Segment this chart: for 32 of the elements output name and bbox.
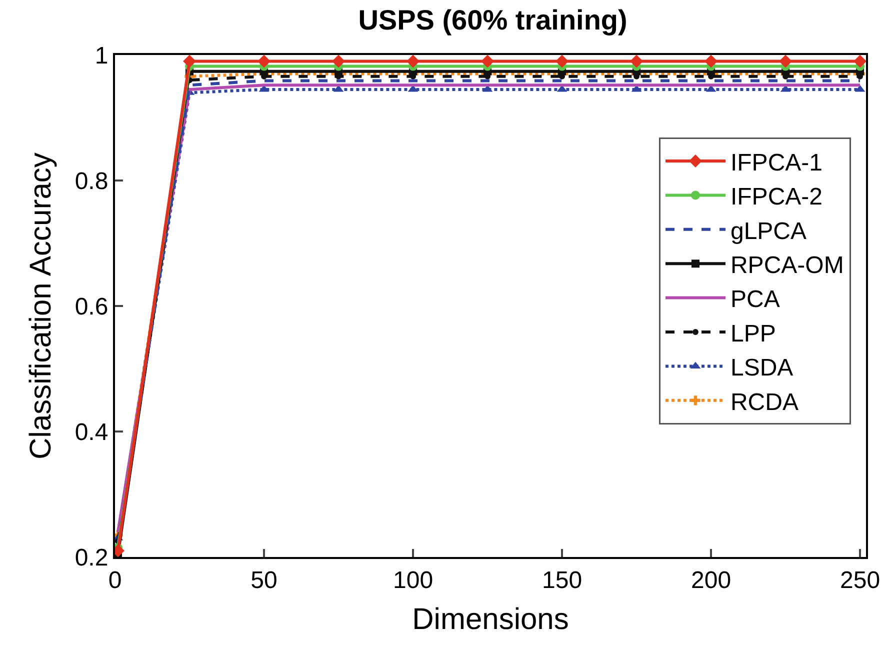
point <box>704 55 718 68</box>
y-axis-title: Classification Accuracy <box>24 152 58 460</box>
point <box>406 55 420 68</box>
y-tick-label: 0.6 <box>74 293 108 320</box>
legend-label: LPP <box>730 320 776 348</box>
legend-label: LSDA <box>730 354 794 382</box>
point <box>779 55 792 68</box>
x-tick-label: 200 <box>691 566 732 594</box>
legend-label: IFPCA-2 <box>730 184 822 211</box>
point <box>258 55 271 68</box>
point <box>183 55 196 68</box>
legend-label: IFPCA-1 <box>730 149 822 176</box>
legend-label: RPCA-OM <box>730 252 844 279</box>
x-tick-label: 0 <box>108 566 122 594</box>
x-tick-label: 100 <box>392 566 434 594</box>
chart-title: USPS (60% training) <box>358 4 628 36</box>
point <box>556 55 569 68</box>
point <box>854 55 866 68</box>
y-tick-label: 0.2 <box>74 544 108 572</box>
point <box>332 55 346 68</box>
y-tick-label: 0.4 <box>74 418 108 446</box>
legend-label: PCA <box>730 286 780 314</box>
point <box>630 55 644 68</box>
legend-label: RCDA <box>730 388 798 416</box>
point <box>481 55 494 68</box>
legend-label: gLPCA <box>730 218 807 245</box>
x-tick-label: 250 <box>840 566 880 594</box>
y-tick-label: 1 <box>94 42 108 70</box>
x-tick-label: 150 <box>542 566 582 594</box>
x-axis-title: Dimensions <box>412 602 569 636</box>
y-tick-label: 0.8 <box>74 168 108 195</box>
x-tick-label: 50 <box>250 566 278 594</box>
